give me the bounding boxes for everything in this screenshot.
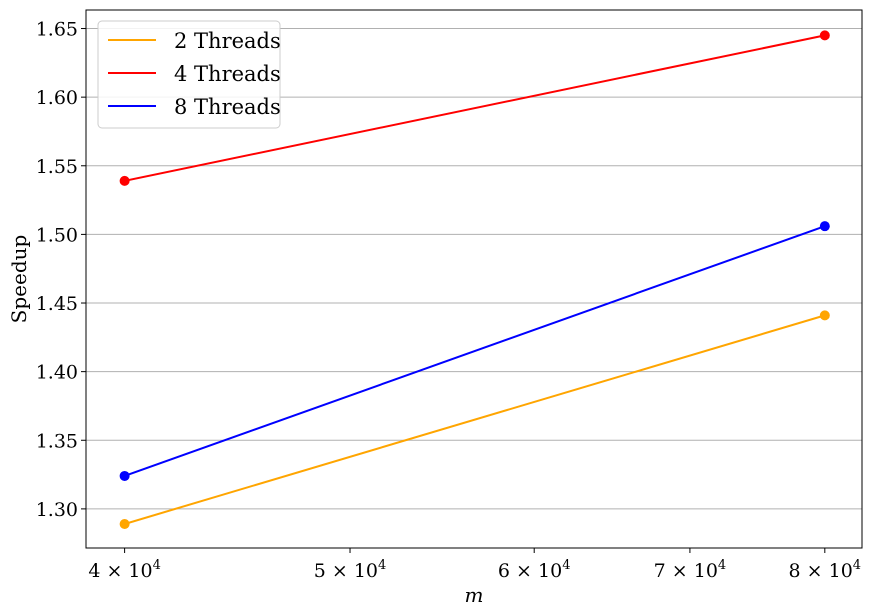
legend-box: [97, 20, 281, 129]
x-tick-label-0: 4 × 104: [88, 558, 161, 582]
y-axis-ticks: 1.30 1.35 1.40 1.45 1.50 1.55 1.60 1.65: [36, 19, 86, 521]
x-axis-label: m: [465, 583, 484, 607]
y-tick-label-4: 1.50: [36, 224, 78, 246]
series-line-2: [124, 225, 826, 477]
data-point-2-1: [819, 221, 830, 232]
y-tick-label-1: 1.35: [36, 430, 78, 452]
legend-label-0: 2 Threads: [174, 29, 281, 53]
legend-label-1: 4 Threads: [174, 62, 281, 86]
series-line-0: [124, 314, 826, 525]
y-tick-label-5: 1.55: [36, 156, 78, 178]
data-point-0-0: [119, 518, 130, 529]
y-tick-label-6: 1.60: [36, 87, 78, 109]
y-tick-label-0: 1.30: [36, 499, 78, 521]
y-axis-label: Speedup: [7, 235, 31, 324]
y-tick-label-2: 1.40: [36, 362, 78, 384]
series-line-1: [124, 34, 826, 182]
x-tick-label-4: 8 × 104: [789, 558, 862, 582]
legend-label-2: 8 Threads: [174, 95, 281, 119]
x-tick-label-1: 5 × 104: [314, 558, 387, 582]
y-tick-label-7: 1.65: [36, 19, 78, 41]
legend: 2 Threads 4 Threads 8 Threads: [97, 20, 281, 129]
x-axis-ticks: 4 × 104 5 × 104 6 × 104 7 × 104 8 × 104: [88, 548, 861, 582]
x-tick-label-2: 6 × 104: [498, 558, 571, 582]
data-point-2-0: [119, 470, 130, 481]
data-point-0-1: [819, 310, 830, 321]
x-tick-label-3: 7 × 104: [654, 558, 727, 582]
plot-frame: [85, 9, 863, 549]
series-layer: [119, 30, 830, 529]
data-point-1-1: [819, 30, 830, 41]
data-point-1-0: [119, 175, 130, 186]
y-tick-label-3: 1.45: [36, 293, 78, 315]
